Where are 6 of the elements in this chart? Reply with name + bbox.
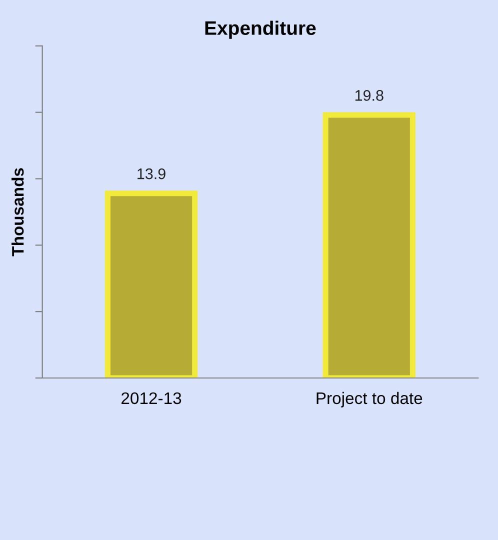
y-axis-title: Thousands: [12, 168, 24, 256]
x-tick-label: 2012-13: [122, 392, 182, 404]
chart-title: Expenditure: [205, 20, 316, 39]
data-label: 19.8: [355, 90, 384, 101]
x-tick-label: Project to date: [316, 392, 422, 408]
data-label: 13.9: [138, 168, 166, 180]
